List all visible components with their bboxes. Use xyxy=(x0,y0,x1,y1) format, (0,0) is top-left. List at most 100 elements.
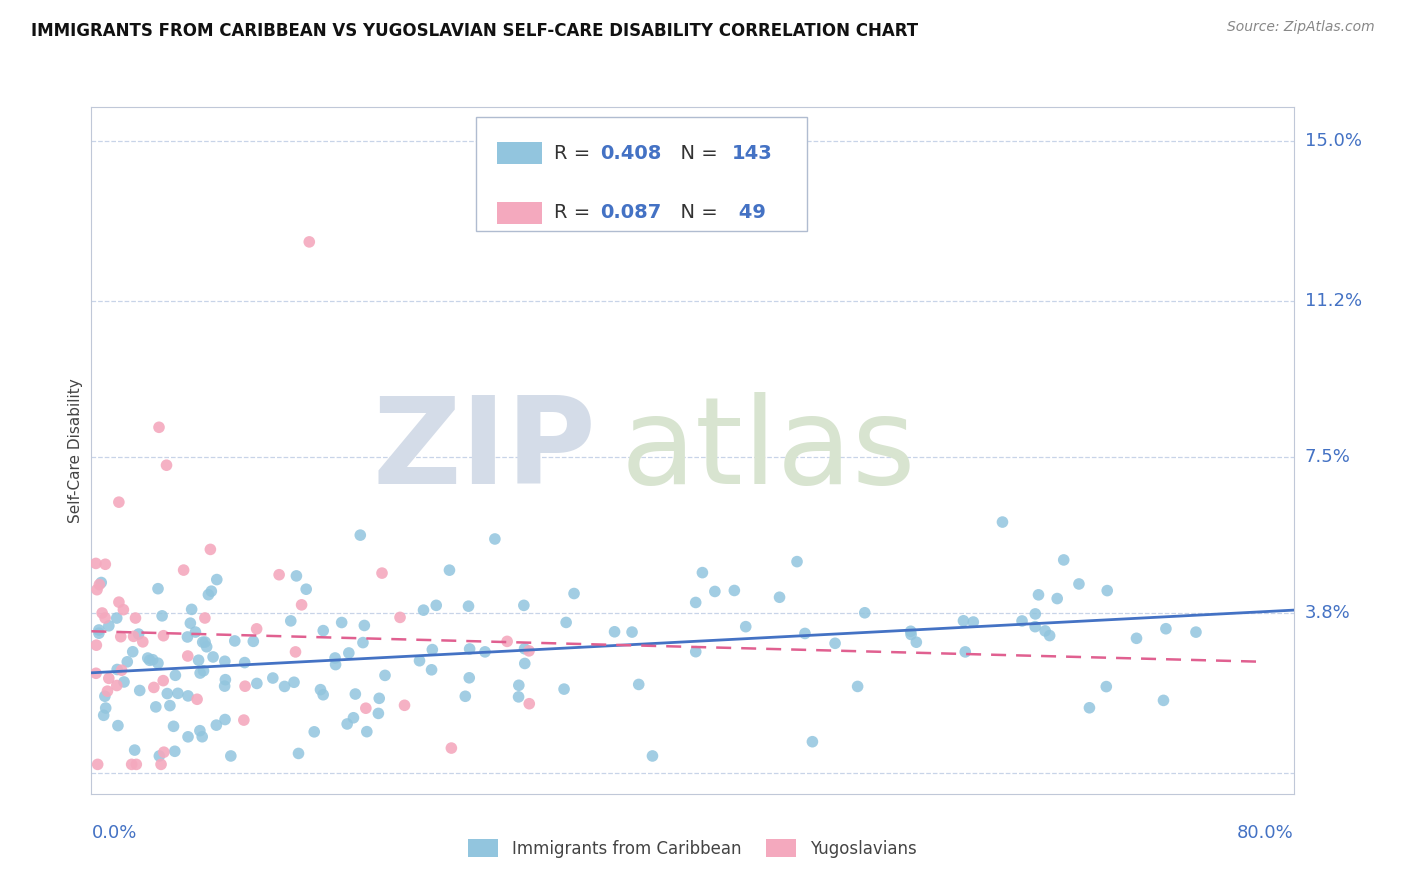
Point xyxy=(96,684,118,698)
Point xyxy=(124,611,146,625)
Legend: Immigrants from Caribbean, Yugoslavians: Immigrants from Caribbean, Yugoslavians xyxy=(468,839,917,858)
Point xyxy=(991,515,1014,529)
Point xyxy=(148,420,170,434)
Point xyxy=(108,495,131,509)
Point xyxy=(94,558,117,572)
Point xyxy=(353,618,375,632)
Point xyxy=(734,620,756,634)
Point xyxy=(454,690,477,704)
Point xyxy=(159,698,181,713)
Point xyxy=(1039,629,1062,643)
Point xyxy=(194,611,217,625)
Point xyxy=(280,614,302,628)
Point xyxy=(517,644,540,658)
Point xyxy=(1024,607,1046,621)
Text: 3.8%: 3.8% xyxy=(1305,604,1350,622)
Point xyxy=(354,701,377,715)
Point xyxy=(371,566,394,580)
Point xyxy=(562,586,585,600)
Point xyxy=(200,584,222,599)
Point xyxy=(801,735,824,749)
Point xyxy=(242,634,264,648)
Point xyxy=(603,624,626,639)
Point xyxy=(125,757,148,772)
Point xyxy=(374,668,396,682)
Point xyxy=(692,566,714,580)
Point xyxy=(197,588,219,602)
Point xyxy=(723,583,745,598)
Point xyxy=(214,679,236,693)
Point xyxy=(233,656,256,670)
Point xyxy=(193,664,215,678)
Point xyxy=(323,651,346,665)
Point xyxy=(312,688,335,702)
Point xyxy=(186,692,208,706)
Point xyxy=(214,673,236,687)
Point xyxy=(285,569,308,583)
Point xyxy=(87,626,110,640)
Point xyxy=(191,730,214,744)
Point xyxy=(187,653,209,667)
Point xyxy=(86,757,108,772)
Point xyxy=(283,675,305,690)
Point xyxy=(627,677,650,691)
Point xyxy=(112,602,135,616)
Point xyxy=(367,706,389,721)
Text: atlas: atlas xyxy=(620,392,915,509)
Point xyxy=(508,690,530,704)
Point xyxy=(344,687,367,701)
Point xyxy=(108,595,131,609)
Point xyxy=(91,606,114,620)
Point xyxy=(180,602,202,616)
Point xyxy=(641,748,664,763)
Text: 0.0%: 0.0% xyxy=(91,824,136,842)
Point xyxy=(330,615,353,630)
Point xyxy=(513,641,536,656)
Point xyxy=(1033,624,1056,638)
Point xyxy=(1078,700,1101,714)
Text: 0.408: 0.408 xyxy=(600,144,661,162)
Point xyxy=(262,671,284,685)
Point xyxy=(408,654,430,668)
FancyBboxPatch shape xyxy=(496,202,543,224)
Point xyxy=(1185,625,1208,640)
Point xyxy=(555,615,578,630)
Text: R =: R = xyxy=(554,144,596,162)
Point xyxy=(952,614,974,628)
FancyBboxPatch shape xyxy=(477,118,807,231)
Point xyxy=(685,645,707,659)
Point xyxy=(1024,620,1046,634)
Point xyxy=(905,635,928,649)
Point xyxy=(342,711,364,725)
Point xyxy=(233,679,256,693)
Point xyxy=(368,691,391,706)
Point xyxy=(89,577,111,591)
Text: Source: ZipAtlas.com: Source: ZipAtlas.com xyxy=(1227,20,1375,34)
Point xyxy=(128,627,150,641)
Point xyxy=(1028,588,1050,602)
Point xyxy=(110,630,132,644)
Point xyxy=(458,671,481,685)
Point xyxy=(105,611,128,625)
Point xyxy=(142,681,165,695)
Point xyxy=(440,741,463,756)
Point xyxy=(214,713,236,727)
Point xyxy=(768,591,790,605)
Point xyxy=(194,635,217,649)
Point xyxy=(111,663,134,677)
Point xyxy=(146,582,169,596)
Point xyxy=(1011,614,1033,628)
Point xyxy=(87,623,110,637)
FancyBboxPatch shape xyxy=(496,142,543,164)
Point xyxy=(86,638,108,652)
Point xyxy=(93,708,115,723)
Text: 7.5%: 7.5% xyxy=(1305,448,1351,466)
Point xyxy=(1095,680,1118,694)
Point xyxy=(94,701,117,715)
Point xyxy=(195,640,218,654)
Point xyxy=(152,673,174,688)
Point xyxy=(703,584,725,599)
Point xyxy=(246,676,269,690)
Point xyxy=(163,744,186,758)
Point xyxy=(336,717,359,731)
